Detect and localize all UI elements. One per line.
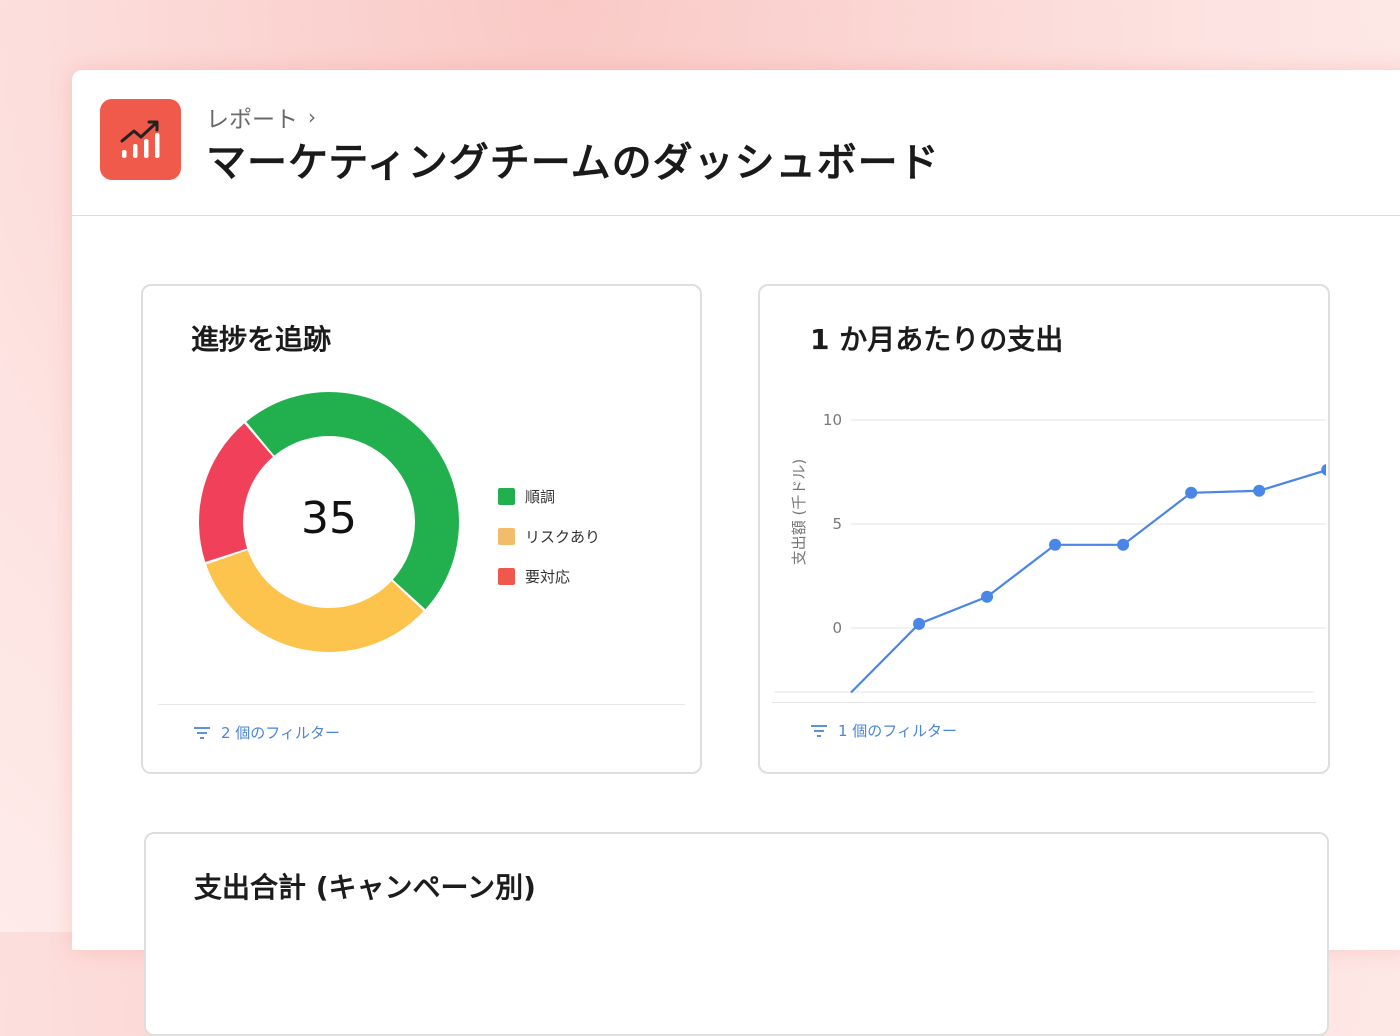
y-tick-label: 0 — [832, 619, 842, 637]
card-divider — [158, 704, 685, 705]
campaign-spend-card[interactable]: 支出合計 (キャンペーン別) — [144, 832, 1329, 1036]
legend-label-off-track: 要対応 — [525, 567, 571, 586]
legend-swatch-at-risk — [498, 527, 515, 545]
spend-line-chart: 0 5 10 支出額 (千ドル) — [774, 411, 1326, 694]
legend-swatch-off-track — [498, 567, 515, 585]
report-window: レポート › マーケティングチームのダッシュボード 進捗を追跡 35 順調 リス… — [72, 70, 1400, 1036]
spend-data-point[interactable] — [1253, 484, 1266, 497]
donut-slice-on-track[interactable] — [246, 392, 460, 610]
chevron-right-icon: › — [308, 105, 316, 129]
legend-label-on-track: 順調 — [525, 487, 556, 506]
progress-filter-label[interactable]: 2 個のフィルター — [221, 724, 341, 742]
spend-series-line — [850, 468, 1326, 694]
spend-filter-label[interactable]: 1 個のフィルター — [838, 722, 958, 740]
breadcrumb[interactable]: レポート › — [206, 100, 316, 134]
spend-data-point[interactable] — [1117, 538, 1130, 551]
campaign-spend-card-title: 支出合計 (キャンペーン別) — [194, 871, 536, 904]
legend-item-on-track: 順調 — [498, 476, 600, 516]
progress-filter-button[interactable]: 2 個のフィルター — [193, 722, 340, 743]
spend-data-point[interactable] — [1185, 486, 1198, 499]
spend-data-point[interactable] — [981, 590, 994, 603]
donut-slice-off-track[interactable] — [199, 423, 273, 563]
donut-slice-at-risk[interactable] — [206, 550, 424, 652]
spend-filter-button[interactable]: 1 個のフィルター — [810, 720, 957, 741]
progress-card-title: 進捗を追跡 — [191, 323, 332, 356]
spend-data-point[interactable] — [913, 617, 926, 630]
progress-card[interactable]: 進捗を追跡 35 順調 リスクあり 要対応 2 個のフィルター — [141, 284, 702, 774]
legend-item-off-track: 要対応 — [498, 556, 600, 596]
donut-center-value: 35 — [301, 493, 357, 544]
y-tick-label: 5 — [832, 515, 842, 533]
progress-donut-chart — [199, 392, 460, 652]
donut-legend: 順調 リスクあり 要対応 — [498, 476, 600, 596]
breadcrumb-reports[interactable]: レポート — [206, 107, 298, 133]
report-app-icon — [100, 99, 181, 180]
card-divider — [772, 702, 1316, 703]
spend-data-point[interactable] — [1321, 464, 1326, 476]
legend-item-at-risk: リスクあり — [498, 516, 600, 556]
y-tick-label: 10 — [823, 411, 842, 429]
page-title: マーケティングチームのダッシュボード — [206, 140, 940, 186]
spend-card[interactable]: 1 か月あたりの支出 0 5 10 支出額 (千ドル) 1 個のフィルター — [758, 284, 1330, 774]
legend-swatch-on-track — [498, 487, 515, 505]
legend-label-at-risk: リスクあり — [525, 527, 601, 546]
filter-icon — [194, 726, 210, 739]
y-axis-label: 支出額 (千ドル) — [790, 459, 808, 565]
filter-icon — [811, 724, 827, 737]
spend-data-point[interactable] — [1049, 538, 1062, 551]
spend-card-title: 1 か月あたりの支出 — [810, 323, 1064, 356]
page-header: レポート › マーケティングチームのダッシュボード — [72, 70, 1400, 216]
